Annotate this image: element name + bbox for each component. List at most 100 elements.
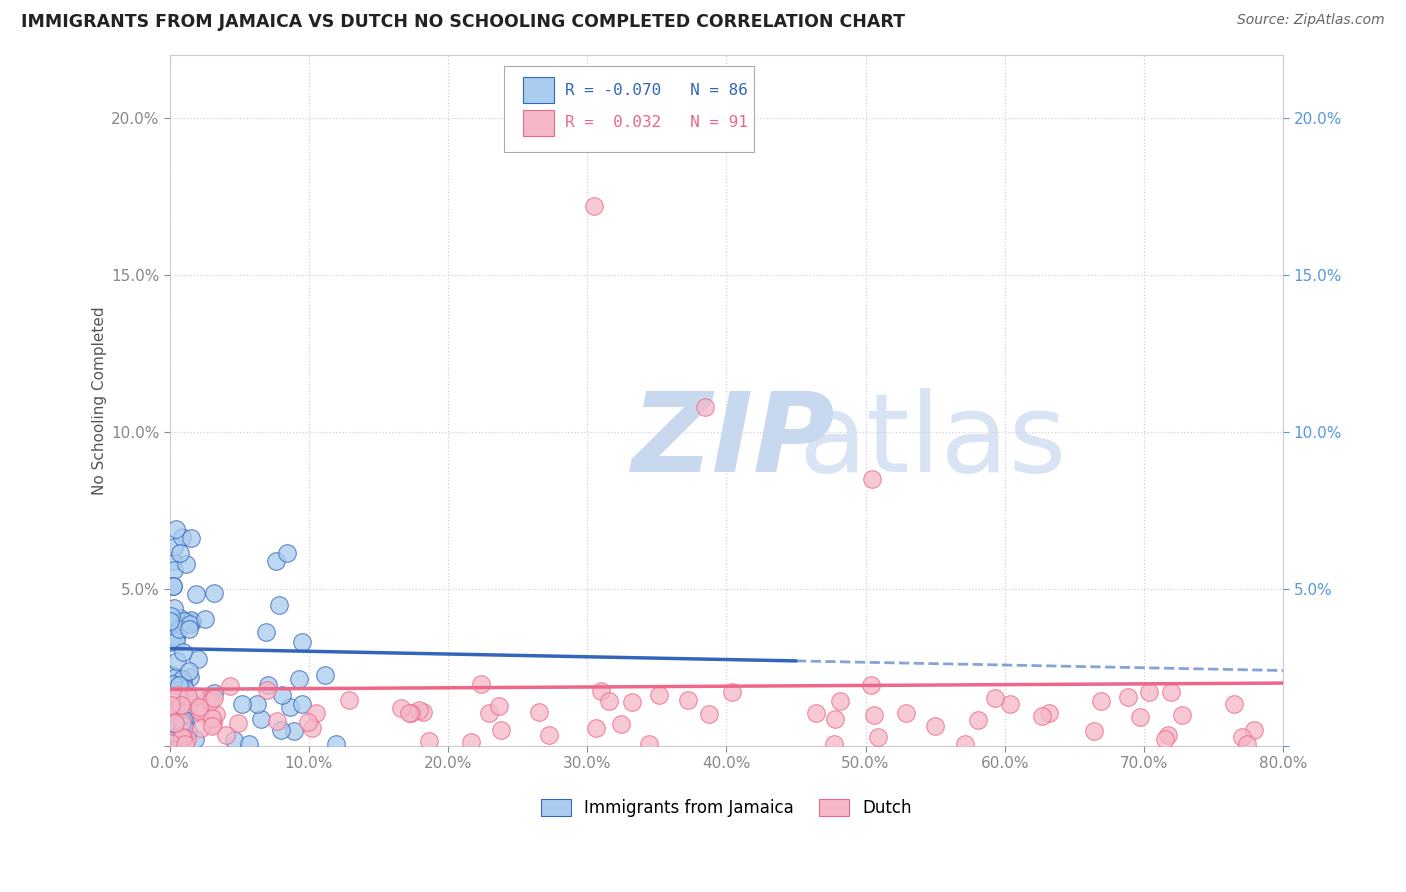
Point bbox=[287, 672, 309, 686]
Point bbox=[470, 677, 492, 691]
Point bbox=[325, 737, 347, 751]
Point bbox=[278, 699, 301, 714]
Point bbox=[172, 730, 194, 744]
Point bbox=[219, 679, 242, 693]
Point bbox=[1236, 737, 1258, 751]
Point bbox=[177, 622, 200, 636]
Point bbox=[187, 703, 209, 717]
Point bbox=[1031, 709, 1053, 723]
Point bbox=[195, 693, 218, 707]
Point bbox=[266, 553, 288, 567]
Point bbox=[823, 737, 845, 751]
Legend: Immigrants from Jamaica, Dutch: Immigrants from Jamaica, Dutch bbox=[534, 792, 918, 823]
Point bbox=[478, 706, 501, 720]
Point bbox=[204, 685, 226, 699]
Point bbox=[180, 613, 202, 627]
Point bbox=[1090, 693, 1112, 707]
Point bbox=[177, 664, 200, 678]
Point bbox=[527, 705, 550, 719]
Point bbox=[169, 546, 191, 560]
Point bbox=[165, 670, 187, 684]
Point bbox=[859, 678, 882, 692]
Point bbox=[187, 651, 209, 665]
Point bbox=[173, 614, 195, 628]
Point bbox=[172, 673, 194, 687]
Point bbox=[460, 735, 482, 749]
Point bbox=[984, 691, 1007, 706]
Point bbox=[184, 689, 207, 703]
Bar bbox=[523, 110, 554, 136]
Point bbox=[222, 733, 245, 747]
Point bbox=[176, 725, 198, 739]
Point bbox=[1171, 708, 1194, 723]
Point bbox=[160, 668, 183, 682]
Point bbox=[172, 715, 194, 730]
Point bbox=[828, 694, 851, 708]
Point bbox=[270, 688, 292, 702]
Point bbox=[166, 730, 188, 744]
Bar bbox=[523, 78, 554, 103]
Point bbox=[174, 690, 197, 705]
Point bbox=[226, 716, 249, 731]
Point bbox=[162, 681, 184, 696]
Point bbox=[924, 718, 946, 732]
Point bbox=[186, 587, 208, 601]
Point bbox=[215, 728, 238, 742]
Text: atlas: atlas bbox=[799, 388, 1067, 495]
Point bbox=[190, 721, 212, 735]
Point bbox=[585, 721, 607, 735]
Point bbox=[162, 725, 184, 739]
Point bbox=[1116, 690, 1139, 704]
Point bbox=[1137, 685, 1160, 699]
Point bbox=[188, 700, 211, 714]
Point bbox=[598, 694, 620, 708]
Point bbox=[256, 683, 278, 698]
Point bbox=[172, 674, 194, 689]
Point bbox=[163, 601, 186, 615]
Point bbox=[862, 707, 884, 722]
Point bbox=[648, 688, 671, 702]
Point bbox=[160, 698, 183, 713]
Point bbox=[1129, 709, 1152, 723]
Point bbox=[953, 737, 976, 751]
Point bbox=[824, 712, 846, 726]
Point bbox=[201, 719, 224, 733]
Point bbox=[166, 654, 188, 668]
Point bbox=[1232, 731, 1254, 745]
Point bbox=[163, 615, 186, 630]
Point bbox=[256, 678, 278, 692]
Point bbox=[231, 697, 253, 711]
Point bbox=[160, 689, 183, 703]
Point bbox=[172, 724, 194, 739]
Point bbox=[305, 706, 328, 721]
Point bbox=[167, 623, 190, 637]
Point bbox=[591, 684, 613, 698]
Point bbox=[169, 611, 191, 625]
FancyBboxPatch shape bbox=[503, 65, 754, 152]
Point bbox=[159, 615, 181, 629]
Point bbox=[291, 635, 314, 649]
Point bbox=[163, 540, 186, 554]
Text: IMMIGRANTS FROM JAMAICA VS DUTCH NO SCHOOLING COMPLETED CORRELATION CHART: IMMIGRANTS FROM JAMAICA VS DUTCH NO SCHO… bbox=[21, 13, 905, 31]
Point bbox=[176, 731, 198, 746]
Point bbox=[181, 615, 204, 629]
Point bbox=[162, 715, 184, 730]
Point bbox=[1243, 723, 1265, 738]
Point bbox=[166, 688, 188, 702]
Point bbox=[201, 711, 224, 725]
Point bbox=[160, 736, 183, 750]
Point bbox=[678, 693, 700, 707]
Point bbox=[804, 706, 827, 720]
Point bbox=[162, 579, 184, 593]
Point bbox=[173, 703, 195, 717]
Text: ZIP: ZIP bbox=[631, 388, 835, 495]
Point bbox=[637, 737, 659, 751]
Point bbox=[205, 707, 228, 722]
Point bbox=[389, 701, 412, 715]
Point bbox=[399, 706, 422, 720]
Point bbox=[201, 717, 224, 731]
Point bbox=[967, 713, 990, 727]
Point bbox=[202, 691, 225, 706]
Y-axis label: No Schooling Completed: No Schooling Completed bbox=[93, 306, 107, 495]
Text: R =  0.032   N = 91: R = 0.032 N = 91 bbox=[565, 115, 748, 130]
